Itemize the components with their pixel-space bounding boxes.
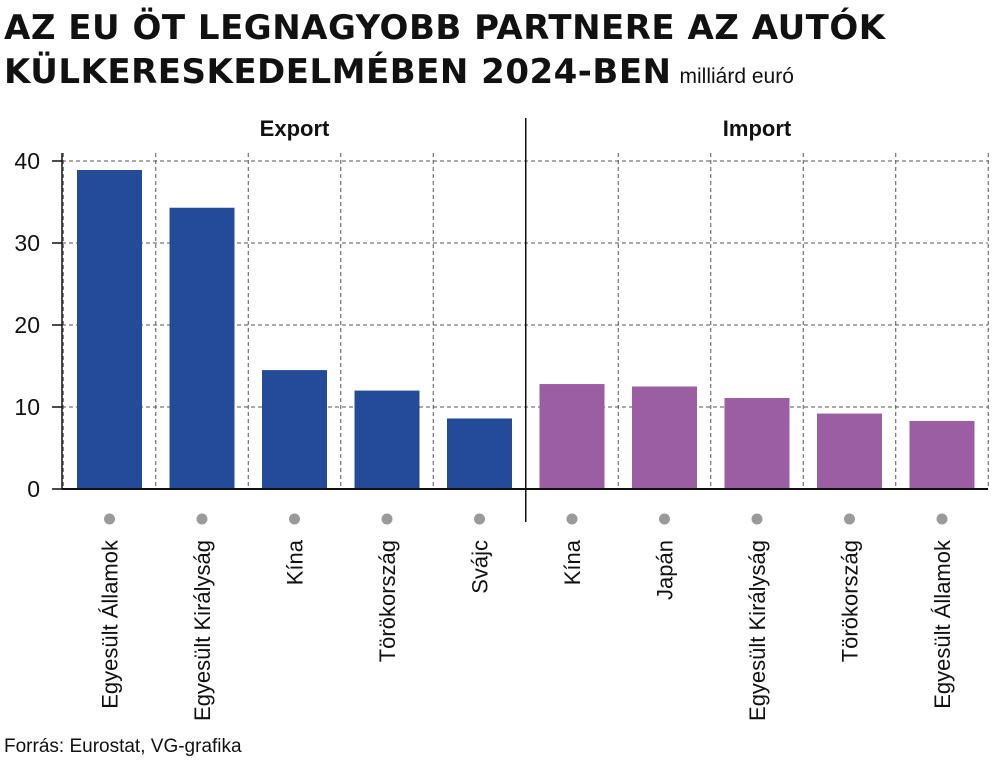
x-tick-label: Kína bbox=[560, 539, 585, 585]
bar bbox=[817, 413, 882, 489]
bar bbox=[539, 384, 605, 489]
bar bbox=[724, 397, 790, 489]
x-tick-label: Svájc bbox=[468, 540, 493, 594]
bar bbox=[169, 207, 235, 489]
category-dot bbox=[659, 513, 670, 525]
y-tick-label: 40 bbox=[14, 148, 40, 174]
x-tick-label: Törökország bbox=[838, 540, 863, 662]
bar bbox=[262, 370, 327, 489]
x-tick-label: Törökország bbox=[375, 540, 400, 662]
y-tick-label: 20 bbox=[14, 312, 40, 338]
category-dot bbox=[566, 513, 578, 525]
title-line-2-text: KÜLKERESKEDELMÉBEN 2024-BEN bbox=[4, 52, 672, 92]
category-dot bbox=[844, 513, 855, 525]
category-dot bbox=[751, 513, 763, 525]
x-tick-label: Egyesült Államok bbox=[930, 539, 955, 709]
y-tick-label: 0 bbox=[27, 476, 40, 502]
bar bbox=[77, 170, 142, 489]
category-dot bbox=[104, 513, 115, 525]
x-tick-label: Egyesült Királyság bbox=[745, 540, 770, 721]
chart-title: AZ EU ÖT LEGNAGYOBB PARTNERE AZ AUTÓK KÜ… bbox=[4, 6, 994, 99]
bar bbox=[447, 418, 512, 489]
group-header: Import bbox=[723, 116, 792, 141]
category-dot bbox=[196, 513, 208, 525]
category-dot bbox=[381, 513, 393, 525]
x-tick-label: Egyesült Államok bbox=[98, 539, 123, 709]
bar bbox=[354, 390, 420, 489]
group-header: Export bbox=[260, 116, 330, 141]
bar-chart: 0 10 20 30 40 Egyesült Államok Egyesült Király… bbox=[14, 116, 989, 721]
y-tick-label: 30 bbox=[14, 230, 40, 256]
title-line-1: AZ EU ÖT LEGNAGYOBB PARTNERE AZ AUTÓK bbox=[4, 8, 886, 48]
x-tick-label: Kína bbox=[283, 539, 308, 585]
y-tick-label: 10 bbox=[14, 394, 40, 420]
category-dot bbox=[936, 513, 948, 525]
bar bbox=[632, 386, 697, 489]
title-line-2: KÜLKERESKEDELMÉBEN 2024-BEN milliárd euró bbox=[4, 50, 994, 99]
category-dot bbox=[474, 513, 485, 525]
unit-label: milliárd euró bbox=[679, 65, 794, 88]
x-tick-label: Egyesült Királyság bbox=[190, 540, 215, 721]
bar bbox=[909, 420, 975, 489]
x-tick-label: Japán bbox=[653, 540, 678, 600]
category-dot bbox=[289, 513, 300, 525]
source-note: Forrás: Eurostat, VG-grafika bbox=[4, 736, 242, 757]
